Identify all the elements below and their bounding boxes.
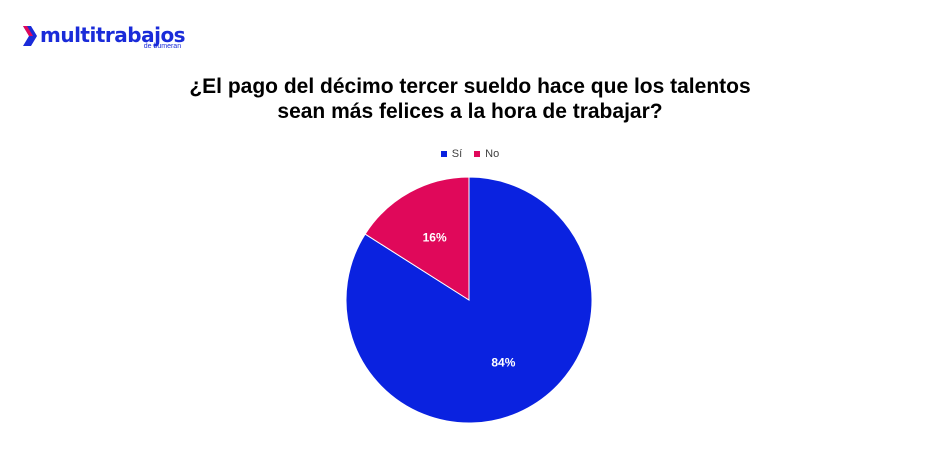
brand-subtitle: de bumeran — [143, 43, 182, 50]
brand-name: multitrabajos — [40, 23, 186, 47]
legend-swatch-si — [440, 151, 447, 157]
legend-item-no: No — [474, 148, 499, 160]
legend-label-no: No — [485, 148, 500, 160]
chart-legend: Sí No — [0, 148, 940, 160]
brand-logo: multitrabajos de bumeran — [22, 23, 186, 50]
pie-slice-no — [364, 176, 470, 301]
chart-title: ¿El pago del décimo tercer sueldo hace q… — [0, 74, 940, 124]
legend-item-si: Sí — [440, 148, 463, 160]
chart-title-line-1: ¿El pago del décimo tercer sueldo hace q… — [189, 75, 751, 98]
data-label-si: 84% — [491, 356, 515, 370]
legend-label-si: Sí — [451, 148, 463, 160]
logo-arrow-icon — [23, 26, 37, 46]
chart-title-line-2: sean más felices a la hora de trabajar? — [277, 100, 663, 123]
legend-swatch-no — [474, 151, 481, 157]
data-label-no: 16% — [423, 230, 447, 244]
